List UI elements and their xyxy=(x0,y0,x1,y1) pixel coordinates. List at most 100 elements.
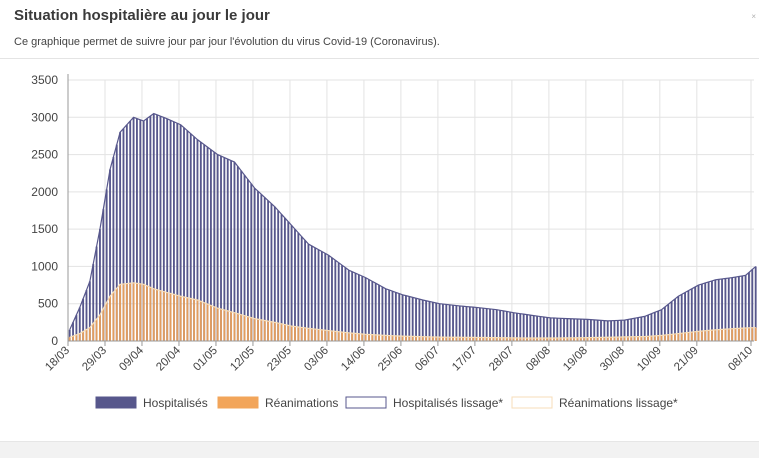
hospitalises-bar xyxy=(415,298,417,341)
close-icon[interactable]: × xyxy=(751,12,756,21)
reanimations-bar xyxy=(142,284,145,341)
reanimations-bar xyxy=(707,330,710,341)
reanimations-bar xyxy=(529,337,532,341)
hospitalises-bar xyxy=(109,169,111,341)
reanimations-bar xyxy=(75,334,78,341)
hospitalises-bar xyxy=(566,318,569,341)
reanimations-bar xyxy=(408,336,411,341)
reanimations-bar xyxy=(717,329,720,341)
legend-item[interactable]: Réanimations xyxy=(217,396,338,410)
x-tick-label: 28/07 xyxy=(487,345,516,374)
reanimations-bar xyxy=(465,337,468,341)
hospitalises-bar xyxy=(223,157,226,341)
hospitalises-bar xyxy=(418,299,421,341)
x-tick-label: 03/06 xyxy=(302,345,331,374)
hospitalises-bar xyxy=(304,240,306,341)
reanimations-bar xyxy=(421,336,424,341)
reanimations-bar xyxy=(243,315,246,341)
reanimations-bar xyxy=(169,293,172,341)
reanimations-bar xyxy=(290,326,293,341)
reanimations-bar xyxy=(341,332,343,341)
hospitalises-bar xyxy=(727,278,730,341)
hospitalises-bar xyxy=(78,307,81,341)
reanimations-bar xyxy=(176,295,179,341)
legend[interactable]: Hospitalisés Réanimations Hospitalisés lis… xyxy=(95,396,678,410)
hospitalises-bar xyxy=(176,123,179,341)
reanimations-bar xyxy=(186,297,189,341)
legend-item[interactable]: Hospitalisés xyxy=(95,396,208,410)
reanimations-bar xyxy=(680,333,683,341)
hospitalises-bar xyxy=(156,114,159,341)
x-tick-label: 30/08 xyxy=(598,345,627,374)
hospitalises-bar xyxy=(203,144,206,341)
hospitalises-bar xyxy=(610,320,613,341)
reanimations-bar xyxy=(136,283,138,341)
reanimations-bar xyxy=(455,337,458,341)
reanimations-bar xyxy=(415,336,417,341)
legend-item[interactable]: Hospitalisés lissage* xyxy=(345,396,503,410)
hospitalises-bar xyxy=(482,308,485,341)
reanimations-bar xyxy=(68,337,71,341)
hospitalises-bar xyxy=(694,286,697,341)
hospitalises-bar xyxy=(606,320,609,341)
reanimations-bar xyxy=(206,304,209,341)
hospitalises-bar xyxy=(603,320,606,341)
hospitalises-bar xyxy=(324,253,327,341)
y-tick-label: 3500 xyxy=(31,73,58,87)
reanimations-bar xyxy=(112,292,115,341)
y-tick-label: 3000 xyxy=(31,110,58,124)
reanimations-bar xyxy=(660,335,663,341)
hospitalises-bar xyxy=(337,262,340,341)
reanimations-bar xyxy=(129,283,132,341)
hospitalises-bar xyxy=(398,293,401,341)
reanimations-bar xyxy=(596,337,599,341)
x-tick-label: 25/06 xyxy=(376,345,405,374)
hospitalises-bar xyxy=(82,298,85,341)
reanimations-bar xyxy=(371,334,374,341)
reanimations-bar xyxy=(156,289,159,341)
reanimations-bar xyxy=(394,335,397,341)
hospitalises-bar xyxy=(162,117,165,341)
hospitalises-bar xyxy=(270,203,273,341)
hospitalises-bar xyxy=(105,189,108,341)
reanimations-bar xyxy=(442,337,444,341)
hospitalises-bar xyxy=(448,304,451,341)
hospitalises-bar xyxy=(206,147,209,341)
reanimations-bar xyxy=(72,336,74,341)
hospitalises-bar xyxy=(257,191,259,341)
hospitalises-bar xyxy=(643,316,646,341)
hospitalises-bar xyxy=(68,329,71,341)
hospitalises-bar xyxy=(374,283,377,341)
hospitalises-bar xyxy=(152,113,155,341)
hospitalises-bar xyxy=(499,310,502,341)
hospitalises-bar xyxy=(442,304,444,341)
hospitalises-bar xyxy=(196,139,199,341)
hospitalises-bar xyxy=(186,130,189,341)
hospitalises-bar xyxy=(462,306,465,341)
hospitalises-bar xyxy=(425,300,428,341)
reanimations-bar xyxy=(78,333,81,341)
hospitalises-bar xyxy=(300,236,303,341)
reanimations-bar xyxy=(438,337,441,341)
hospitalises-bar xyxy=(633,318,636,341)
hospitalises-bar xyxy=(667,304,670,341)
hospitalises-bar xyxy=(529,315,532,341)
legend-label: Réanimations xyxy=(265,396,338,410)
hospitalises-bar xyxy=(640,317,643,341)
reanimations-bar xyxy=(166,292,169,341)
hospitalises-bar xyxy=(744,275,747,341)
reanimations-bar xyxy=(216,308,219,341)
hospitalises-bar xyxy=(593,319,596,341)
legend-item[interactable]: Réanimations lissage* xyxy=(511,396,678,410)
hospitalises-bar xyxy=(99,229,101,341)
legend-swatch xyxy=(95,396,137,409)
reanimations-bar xyxy=(744,327,747,341)
hospitalises-bar xyxy=(139,119,142,341)
hospitalises-bar xyxy=(721,278,723,341)
hospitalises-bar xyxy=(320,251,323,341)
hospitalises-bar xyxy=(341,265,343,341)
legend-swatch xyxy=(345,396,387,409)
hospitalises-lissage-line xyxy=(69,112,757,331)
reanimations-bar xyxy=(697,331,700,341)
reanimations-bar xyxy=(505,337,508,341)
